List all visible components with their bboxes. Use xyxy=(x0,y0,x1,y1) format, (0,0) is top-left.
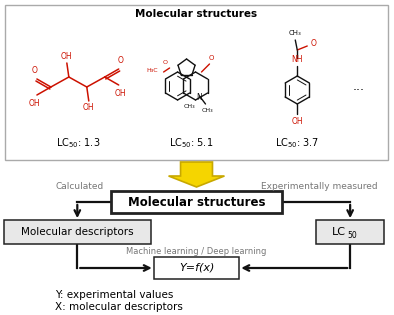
Text: LC$_{50}$: 3.7: LC$_{50}$: 3.7 xyxy=(275,136,319,150)
Text: OH: OH xyxy=(115,89,126,98)
Text: N: N xyxy=(197,94,203,102)
Text: Experimentally measured: Experimentally measured xyxy=(261,182,377,191)
Text: OH: OH xyxy=(83,103,95,112)
Text: OH: OH xyxy=(292,117,303,126)
FancyBboxPatch shape xyxy=(5,5,388,160)
Text: Calculated: Calculated xyxy=(56,182,104,191)
Text: CH₃: CH₃ xyxy=(184,104,195,109)
Text: OH: OH xyxy=(29,99,41,108)
Text: O: O xyxy=(209,55,214,61)
Text: Molecular descriptors: Molecular descriptors xyxy=(21,227,134,237)
Text: Machine learning / Deep learning: Machine learning / Deep learning xyxy=(126,247,267,256)
Text: Y: experimental values: Y: experimental values xyxy=(55,290,173,300)
Text: O: O xyxy=(32,66,38,75)
Text: CH₃: CH₃ xyxy=(289,30,302,36)
Text: 50: 50 xyxy=(347,231,357,239)
Text: CH₃: CH₃ xyxy=(202,108,213,113)
Text: O: O xyxy=(163,60,168,65)
FancyBboxPatch shape xyxy=(316,220,384,244)
FancyBboxPatch shape xyxy=(4,220,151,244)
Text: ...: ... xyxy=(353,81,365,94)
Text: O: O xyxy=(118,56,124,65)
FancyBboxPatch shape xyxy=(154,257,240,279)
Text: LC$_{50}$: 5.1: LC$_{50}$: 5.1 xyxy=(169,136,214,150)
Text: H₃C: H₃C xyxy=(146,67,158,72)
Polygon shape xyxy=(169,162,225,187)
Text: Y=f(x): Y=f(x) xyxy=(179,263,214,273)
Text: O: O xyxy=(310,39,316,49)
Text: LC$_{50}$: 1.3: LC$_{50}$: 1.3 xyxy=(56,136,100,150)
Text: Molecular structures: Molecular structures xyxy=(136,9,258,19)
Text: LC: LC xyxy=(332,227,346,237)
Text: OH: OH xyxy=(61,52,72,61)
Text: NH: NH xyxy=(292,55,303,64)
Text: Molecular structures: Molecular structures xyxy=(128,196,265,209)
Text: X: molecular descriptors: X: molecular descriptors xyxy=(55,302,183,312)
FancyBboxPatch shape xyxy=(111,191,282,213)
